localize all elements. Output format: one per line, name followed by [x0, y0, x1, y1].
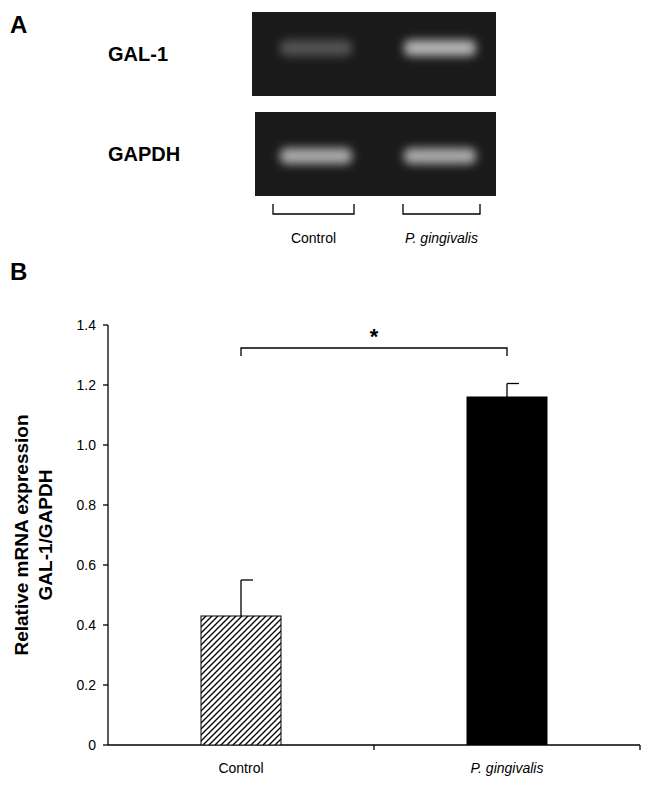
lane-bracket — [403, 204, 480, 214]
gel-band — [280, 148, 352, 164]
y-tick-label: 0 — [88, 737, 96, 753]
error-stem — [506, 384, 507, 398]
y-tick-label: 0.8 — [77, 497, 97, 513]
significance-label: * — [370, 324, 379, 349]
y-tick — [103, 504, 108, 505]
y-tick — [103, 564, 108, 565]
y-tick — [103, 684, 108, 685]
bars — [201, 384, 547, 746]
y-tick-label: 1.2 — [77, 377, 97, 393]
error-bar — [241, 580, 253, 616]
x-tick-label: Control — [218, 760, 263, 776]
panel-label: B — [10, 258, 27, 285]
x-tick — [373, 745, 374, 750]
y-tick-label: 1.4 — [77, 317, 97, 333]
y-tick — [103, 324, 108, 325]
error-stem — [240, 580, 241, 616]
error-cap — [507, 383, 519, 384]
y-tick — [103, 624, 108, 625]
y-tick — [103, 744, 108, 745]
panel-label: A — [10, 11, 27, 38]
y-tick — [103, 384, 108, 385]
significance-bracket — [241, 348, 507, 356]
x-tick — [639, 745, 640, 750]
gel-band — [404, 148, 476, 164]
y-axis — [107, 325, 108, 745]
x-tick-label: P. gingivalis — [471, 760, 544, 776]
lane-label: P. gingivalis — [405, 230, 478, 246]
gel-image — [255, 112, 496, 196]
gel-band — [280, 40, 352, 56]
gel-band — [404, 40, 476, 56]
y-tick-label: 0.2 — [77, 677, 97, 693]
lane-bracket — [273, 204, 354, 214]
y-axis-label-line: GAL-1/GAPDH — [35, 470, 56, 601]
y-tick-label: 1.0 — [77, 437, 97, 453]
y-tick-label: 0.4 — [77, 617, 97, 633]
gel-row-label: GAPDH — [108, 143, 180, 165]
y-axis-label-line: Relative mRNA expression — [11, 414, 32, 655]
y-tick — [103, 444, 108, 445]
y-axis-label: Relative mRNA expressionGAL-1/GAPDH — [11, 414, 56, 655]
bar — [201, 616, 281, 745]
lane-label: Control — [291, 230, 336, 246]
gel-row-label: GAL-1 — [108, 43, 168, 65]
bar — [467, 397, 547, 745]
error-cap — [241, 579, 253, 580]
y-tick-label: 0.6 — [77, 557, 97, 573]
gel-image — [252, 12, 496, 96]
error-bar — [507, 384, 519, 398]
figure: A B GAL-1 GAPDH Control P. gingivalis 0 0.2 0.4 0… — [0, 0, 655, 786]
